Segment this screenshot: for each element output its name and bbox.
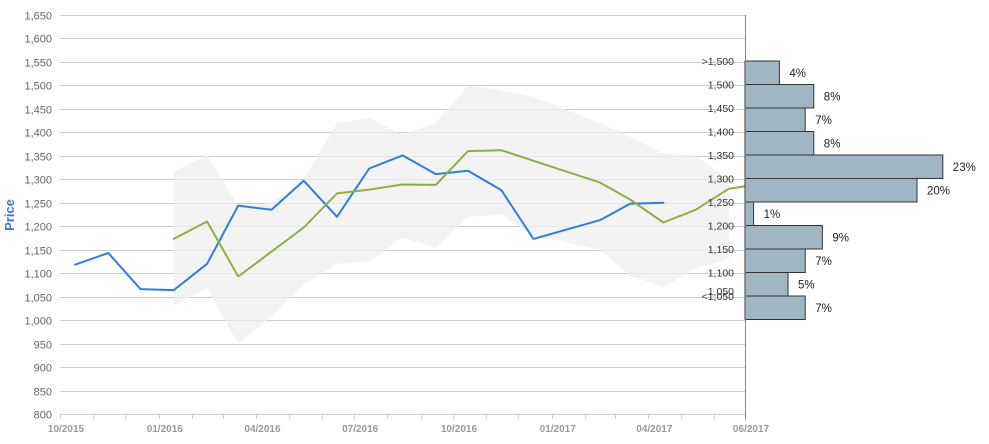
distribution-bars: >1,500 4% 1,500 8% 1,450 7% 1,400 8% 1,350 23% 1,3… (702, 56, 976, 320)
distribution-bar (744, 178, 918, 203)
distribution-bar (744, 131, 815, 156)
y-tick-label: 800 (34, 410, 52, 422)
x-tick-labels: 10/2015 01/2016 04/2016 07/2016 10/2016 01/20… (48, 414, 770, 435)
distribution-bar (744, 248, 806, 273)
y-tick-label: 1,250 (24, 199, 52, 211)
distribution-bar-label: 1,250 (708, 197, 734, 209)
y-tick-label: 1,450 (24, 105, 52, 117)
distribution-bar-value: 7% (815, 115, 832, 127)
y-tick-label: 1,300 (24, 175, 52, 187)
distribution-bar (744, 154, 944, 179)
range-band (173, 85, 729, 344)
distribution-bar (744, 84, 815, 109)
y-tick-label: 1,050 (24, 293, 52, 305)
distribution-bar (744, 225, 823, 250)
distribution-bar-value: 7% (815, 303, 832, 315)
y-tick-label: 1,500 (24, 81, 52, 93)
y-tick-label: 1,600 (24, 34, 52, 46)
distribution-bar (744, 60, 780, 85)
x-tick-label: 06/2017 (733, 424, 770, 435)
distribution-bar-label: <1,050 (702, 291, 735, 303)
x-tick-label: 10/2015 (48, 424, 85, 435)
series-line-1 (74, 154, 665, 292)
distribution-bar-label: 1,450 (708, 103, 734, 115)
y-tick-label: 1,100 (24, 269, 52, 281)
distribution-bar-value: 8% (824, 138, 841, 150)
series-lines (74, 149, 746, 292)
distribution-bar-label: 1,350 (708, 150, 734, 162)
distribution-bar-label: >1,500 (702, 56, 735, 68)
distribution-bar-value: 5% (798, 279, 815, 291)
x-tick-label: 04/2016 (244, 424, 281, 435)
x-tick-label: 07/2016 (342, 424, 379, 435)
y-tick-label: 1,350 (24, 152, 52, 164)
x-tick-label: 01/2017 (540, 424, 577, 435)
range-band-area (173, 85, 729, 344)
distribution-bar-value: 7% (815, 256, 832, 268)
distribution-bar-label: 1,300 (708, 174, 734, 186)
y-tick-label: 1,150 (24, 246, 52, 258)
y-tick-label: 1,000 (24, 316, 52, 328)
distribution-bar (744, 272, 789, 297)
x-tick-label: 10/2016 (441, 424, 478, 435)
y-axis-label: Price (2, 199, 17, 231)
y-tick-label: 900 (34, 363, 52, 375)
distribution-bar (744, 295, 806, 320)
distribution-bar-label: 1,400 (708, 127, 734, 139)
distribution-bar-value: 1% (764, 209, 781, 221)
y-tick-label: 1,400 (24, 128, 52, 140)
distribution-bar-value: 8% (824, 91, 841, 103)
distribution-bar-label: 1,150 (708, 244, 734, 256)
distribution-bar (744, 201, 755, 226)
distribution-bar-label: 1,100 (708, 268, 734, 280)
distribution-bar (744, 107, 806, 132)
x-tick-label: 01/2016 (147, 424, 184, 435)
distribution-bar-value: 23% (953, 162, 976, 174)
y-tick-label: 1,200 (24, 222, 52, 234)
distribution-bar-value: 9% (832, 232, 849, 244)
x-tick-label: 04/2017 (636, 424, 673, 435)
distribution-bar-value: 20% (927, 185, 950, 197)
y-tick-label: 850 (34, 387, 52, 399)
y-tick-label: 950 (34, 340, 52, 352)
series-line-2 (172, 149, 746, 278)
y-tick-label: 1,650 (24, 11, 52, 23)
distribution-extra-label: 1,050 (708, 286, 734, 298)
y-tick-label: 1,550 (24, 58, 52, 70)
distribution-bar-value: 4% (789, 68, 806, 80)
distribution-bar-label: 1,500 (708, 80, 734, 92)
distribution-bar-label: 1,200 (708, 221, 734, 233)
y-tick-labels: 800 850 900 950 1,000 1,050 1,100 1,150 1,200 1,2… (24, 11, 52, 422)
